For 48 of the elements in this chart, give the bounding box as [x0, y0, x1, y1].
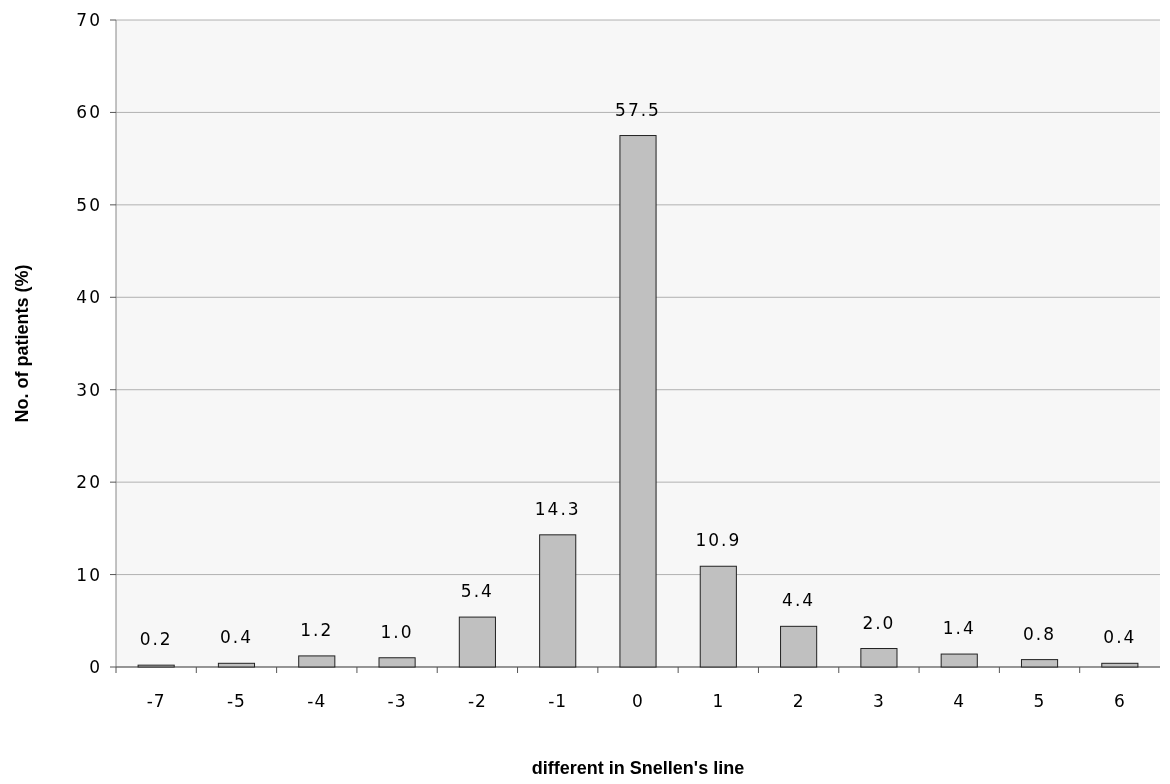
- bar: [1020, 659, 1059, 668]
- data-label: 10.9: [695, 530, 742, 551]
- bar: [378, 657, 416, 668]
- x-tick-label: 5: [1033, 691, 1046, 711]
- y-tick-label: 40: [76, 287, 102, 308]
- x-tick-label: -1: [548, 691, 568, 711]
- y-axis-title: No. of patients (%): [12, 264, 32, 423]
- data-label: 0.4: [1103, 627, 1137, 648]
- bar: [539, 534, 577, 668]
- x-tick-label: -3: [387, 691, 407, 711]
- data-label: 0.4: [219, 627, 253, 648]
- y-tick-label: 10: [76, 564, 102, 585]
- x-tick-label: 0: [632, 691, 644, 711]
- bar: [860, 648, 898, 668]
- data-label: 1.4: [942, 618, 976, 639]
- data-label: 5.4: [460, 581, 494, 602]
- y-tick-label: 20: [76, 472, 102, 493]
- y-tick-label: 60: [76, 102, 102, 123]
- y-tick-label: 50: [76, 194, 102, 215]
- x-tick-label: 3: [873, 691, 885, 711]
- x-tick-label: -4: [307, 691, 327, 711]
- y-tick-label: 70: [76, 9, 102, 30]
- x-tick-label: -7: [146, 691, 166, 711]
- y-tick-label: 30: [76, 379, 102, 400]
- x-tick-label: 4: [953, 691, 966, 711]
- x-tick-label: 2: [792, 691, 805, 711]
- data-label: 14.3: [534, 498, 581, 519]
- data-label: 0.2: [139, 629, 173, 650]
- data-label: 57.5: [615, 99, 661, 120]
- x-axis-title: different in Snellen's line: [531, 758, 745, 778]
- data-label: 1.2: [300, 619, 334, 640]
- bar: [619, 135, 657, 668]
- data-label: 2.0: [862, 612, 896, 633]
- x-tick-label: -5: [226, 691, 246, 711]
- bar: [940, 653, 978, 668]
- data-label: 1.0: [380, 621, 414, 642]
- x-tick-label: 6: [1113, 691, 1126, 711]
- x-tick-label: -2: [467, 691, 487, 711]
- bar: [298, 655, 336, 668]
- x-tick-label: 1: [712, 691, 725, 711]
- bar: [217, 662, 256, 668]
- bar: [1101, 662, 1139, 668]
- data-label: 4.4: [782, 590, 816, 611]
- bar: [780, 625, 818, 668]
- y-tick-label: 0: [89, 656, 102, 677]
- data-label: 0.8: [1023, 623, 1057, 644]
- bar: [699, 565, 737, 668]
- bar: [458, 616, 496, 668]
